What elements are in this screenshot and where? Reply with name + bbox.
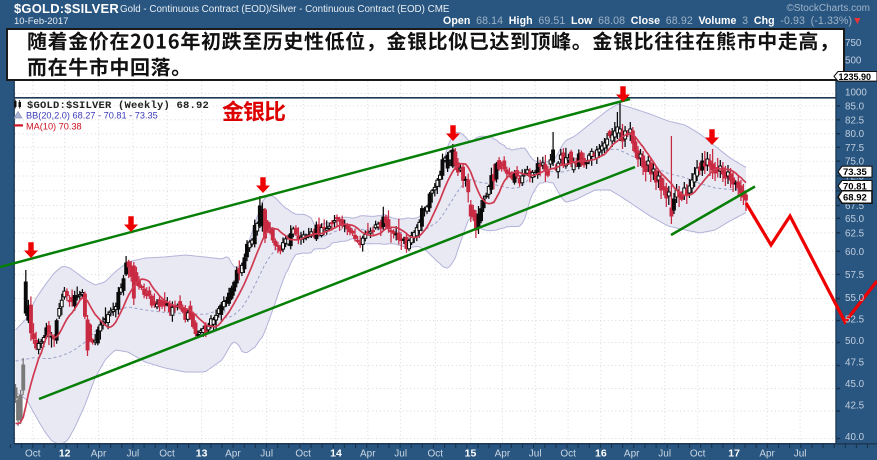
svg-text:Apr: Apr bbox=[495, 449, 511, 460]
svg-text:Jul: Jul bbox=[394, 449, 407, 460]
svg-text:17: 17 bbox=[728, 448, 740, 460]
svg-text:68.92: 68.92 bbox=[843, 192, 867, 203]
svg-text:85.0: 85.0 bbox=[845, 101, 865, 112]
svg-text:Oct: Oct bbox=[25, 449, 41, 460]
svg-text:1000: 1000 bbox=[845, 88, 867, 99]
svg-text:70.81: 70.81 bbox=[843, 181, 867, 192]
svg-text:50.0: 50.0 bbox=[845, 336, 865, 347]
svg-text:Oct: Oct bbox=[428, 449, 444, 460]
svg-text:14: 14 bbox=[330, 448, 342, 460]
svg-text:Oct: Oct bbox=[560, 449, 576, 460]
svg-text:47.5: 47.5 bbox=[845, 358, 865, 369]
svg-text:60.0: 60.0 bbox=[845, 247, 865, 258]
svg-text:Apr: Apr bbox=[225, 449, 241, 460]
svg-text:77.5: 77.5 bbox=[845, 143, 865, 154]
svg-text:12: 12 bbox=[59, 448, 71, 460]
svg-text:16: 16 bbox=[595, 448, 607, 460]
svg-text:62.5: 62.5 bbox=[845, 228, 865, 239]
svg-text:65.0: 65.0 bbox=[845, 214, 865, 225]
svg-text:Jul: Jul bbox=[260, 449, 273, 460]
svg-text:82.5: 82.5 bbox=[845, 115, 865, 126]
svg-text:$GOLD:$SILVER (Weekly) 68.92: $GOLD:$SILVER (Weekly) 68.92 bbox=[27, 100, 209, 112]
svg-text:Jul: Jul bbox=[794, 449, 807, 460]
svg-text:BB(20,2.0) 68.27 - 70.81 - 73.: BB(20,2.0) 68.27 - 70.81 - 73.35 bbox=[26, 110, 158, 120]
svg-text:Oct: Oct bbox=[159, 449, 175, 460]
svg-text:55.0: 55.0 bbox=[845, 293, 865, 304]
svg-text:Jul: Jul bbox=[127, 449, 140, 460]
svg-text:80.0: 80.0 bbox=[845, 129, 865, 140]
svg-text:40.0: 40.0 bbox=[845, 432, 865, 443]
svg-text:Apr: Apr bbox=[759, 449, 775, 460]
svg-text:Apr: Apr bbox=[91, 449, 107, 460]
svg-text:67.5: 67.5 bbox=[845, 201, 865, 212]
svg-text:45.0: 45.0 bbox=[845, 379, 865, 390]
svg-text:52.5: 52.5 bbox=[845, 315, 865, 326]
svg-text:Jul: Jul bbox=[529, 449, 542, 460]
svg-text:42.5: 42.5 bbox=[845, 401, 865, 412]
svg-text:500: 500 bbox=[845, 56, 862, 67]
svg-text:MA(10) 70.38: MA(10) 70.38 bbox=[26, 121, 82, 131]
svg-text:75.0: 75.0 bbox=[845, 157, 865, 168]
svg-text:13: 13 bbox=[196, 448, 208, 460]
svg-text:15: 15 bbox=[465, 448, 477, 460]
svg-text:Oct: Oct bbox=[295, 449, 311, 460]
svg-text:57.5: 57.5 bbox=[845, 270, 865, 281]
svg-text:Jul: Jul bbox=[658, 449, 671, 460]
svg-text:73.35: 73.35 bbox=[843, 167, 867, 178]
svg-text:Oct: Oct bbox=[690, 449, 706, 460]
svg-text:750: 750 bbox=[845, 38, 862, 49]
svg-text:Apr: Apr bbox=[624, 449, 640, 460]
svg-text:1235.90: 1235.90 bbox=[839, 72, 872, 82]
svg-text:Apr: Apr bbox=[360, 449, 376, 460]
